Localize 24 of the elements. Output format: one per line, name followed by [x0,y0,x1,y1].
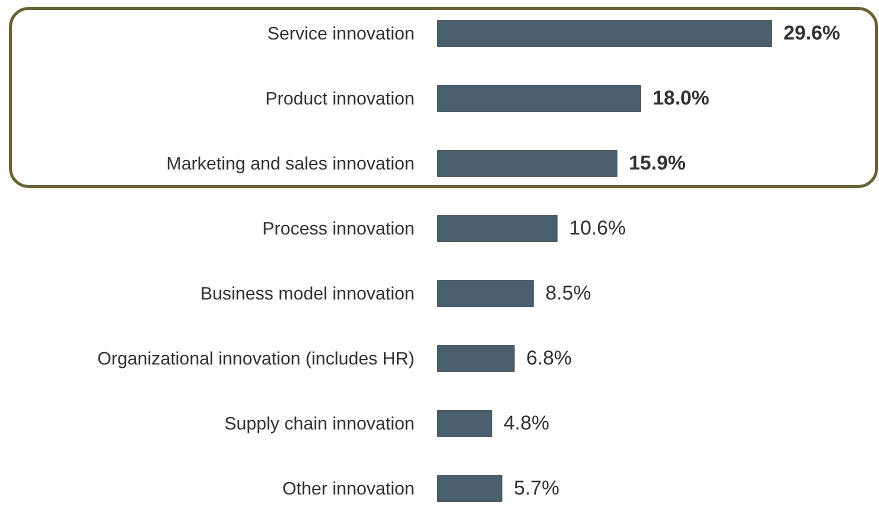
data-label: 8.5% [545,282,592,304]
bar [437,280,534,307]
y-tick-label: Product innovation [265,88,415,108]
y-tick-label: Other innovation [282,478,415,498]
data-label: 6.8% [526,348,572,370]
y-tick-label: Organizational innovation (includes HR) [97,348,415,368]
y-tick-label: Service innovation [267,24,415,44]
y-tick-label: Business model innovation [200,284,415,304]
bar [437,345,515,372]
data-label: 15.9% [628,152,686,174]
data-label: 18.0% [652,88,710,110]
bar [437,475,502,502]
bar [437,20,772,47]
bar [437,85,642,112]
data-label: 4.8% [504,412,550,434]
bar [437,215,558,242]
y-tick-label: Supply chain innovation [224,414,415,434]
data-label: 5.7% [514,478,560,500]
bar [437,150,618,177]
y-tick-label: Marketing and sales innovation [166,154,415,174]
y-tick-label: Process innovation [262,218,415,238]
data-label: 10.6% [569,218,626,240]
bar [437,410,492,437]
data-label: 29.6% [784,22,840,44]
